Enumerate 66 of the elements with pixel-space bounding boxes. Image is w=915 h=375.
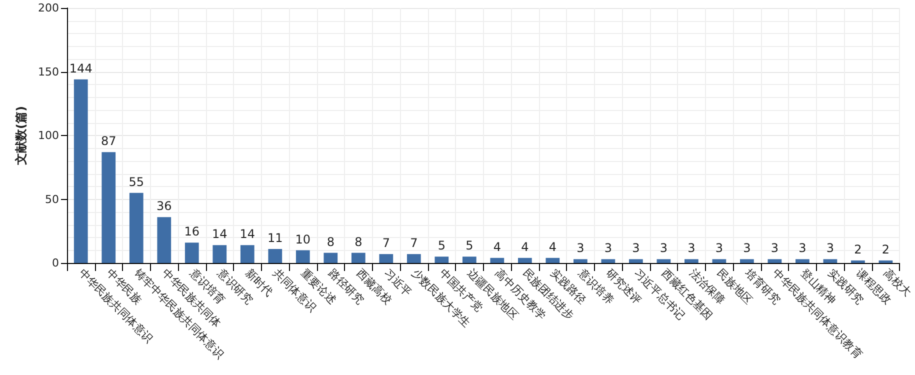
data-label: 144	[69, 61, 92, 76]
bar	[102, 152, 116, 263]
bar	[296, 250, 310, 263]
bar	[601, 259, 616, 263]
bar	[406, 254, 421, 263]
data-label: 7	[382, 236, 390, 250]
data-label: 2	[882, 242, 890, 256]
bar	[823, 259, 838, 263]
data-label: 11	[268, 230, 283, 245]
y-tick-label: 0	[52, 256, 59, 270]
bar	[184, 242, 199, 263]
bar	[129, 192, 144, 263]
bar	[74, 79, 88, 263]
bar	[712, 259, 726, 263]
bar	[268, 248, 282, 263]
data-label: 2	[854, 242, 862, 256]
y-tick-label: 100	[38, 129, 59, 142]
bar	[462, 256, 476, 263]
bar	[212, 245, 227, 263]
bar	[740, 259, 754, 263]
data-label: 3	[826, 241, 834, 256]
bar	[768, 259, 782, 263]
data-label: 8	[326, 234, 334, 249]
y-axis-title: 文献数(篇)	[14, 106, 28, 166]
bar	[351, 252, 366, 263]
data-label: 3	[576, 241, 584, 256]
bar	[434, 256, 449, 263]
bar	[324, 252, 338, 263]
y-tick-label: 200	[38, 2, 59, 14]
bar	[157, 217, 172, 263]
data-label: 4	[521, 240, 529, 254]
bar	[490, 258, 504, 263]
data-label: 3	[770, 241, 779, 256]
bar	[796, 259, 810, 263]
y-tick-label: 50	[45, 192, 59, 206]
bar	[518, 258, 532, 263]
y-tick-label: 150	[38, 65, 59, 78]
data-label: 3	[688, 241, 696, 256]
bar	[240, 245, 254, 263]
data-label: 4	[548, 240, 556, 254]
data-label: 16	[184, 224, 200, 239]
data-label: 3	[743, 241, 751, 256]
data-label: 14	[212, 227, 228, 242]
data-label: 3	[604, 241, 612, 256]
data-label: 3	[660, 241, 668, 256]
data-label: 5	[438, 238, 446, 253]
data-label: 14	[240, 227, 256, 242]
data-label: 7	[410, 236, 418, 250]
bar	[656, 259, 671, 263]
bar	[628, 259, 643, 263]
bar	[379, 254, 394, 263]
data-label: 10	[295, 232, 311, 246]
data-label: 55	[128, 174, 144, 189]
data-label: 36	[156, 199, 172, 214]
data-label: 4	[493, 240, 501, 254]
data-label: 3	[715, 241, 724, 256]
data-label: 87	[100, 134, 116, 148]
bar	[573, 259, 588, 263]
bar	[684, 259, 698, 263]
bar	[878, 260, 893, 263]
bar	[851, 260, 865, 263]
data-label: 5	[466, 238, 474, 253]
bar	[546, 258, 560, 263]
data-label: 8	[354, 234, 362, 249]
data-label: 3	[632, 241, 640, 256]
data-label: 3	[798, 241, 806, 256]
